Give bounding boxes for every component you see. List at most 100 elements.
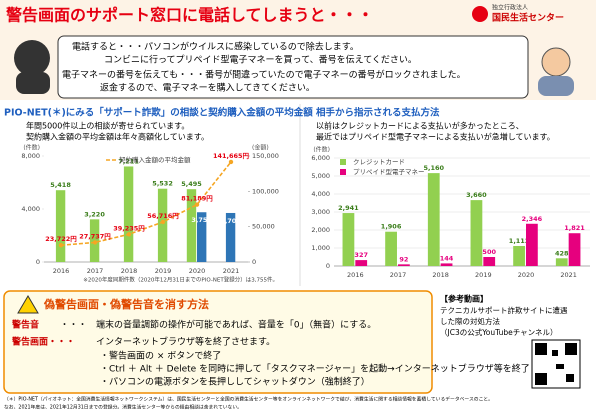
victim-icon [538, 47, 574, 96]
y2-tick-label: 100,000 [252, 187, 279, 195]
value-label: 1,821 [564, 224, 585, 232]
x-tick-label: 2021 [560, 271, 577, 279]
countermeasure-title: 偽警告画面・偽警告音を消す方法 [43, 297, 209, 311]
bar [555, 258, 568, 266]
line-point [228, 159, 234, 165]
sound-sep: ・・・ [60, 321, 87, 331]
value-label: 27,737円 [79, 232, 111, 240]
line-point [58, 243, 64, 248]
y-tick-label: 6,000 [311, 154, 330, 162]
chart-description: 以前はクレジットカードによる支払いが多かったところ、 [316, 121, 524, 131]
org-name: 国民生活センター [492, 12, 564, 24]
video-line: （JC3の公式YouTubeチャンネル） [440, 327, 558, 337]
legend-key [340, 159, 346, 165]
value-label: 3,755 [191, 216, 212, 224]
chart-description: 最近ではプリペイド型電子マネーによる支払いが急増しています。 [316, 132, 555, 142]
qr-code[interactable] [531, 339, 581, 389]
speech-bubble [57, 35, 529, 99]
y-tick-label: 0 [36, 258, 40, 266]
y-axis-title: (件数) [313, 146, 330, 154]
scenario-line: コンビニに行ってプリペイド型電子マネーを買って、番号を伝えてください。 [104, 54, 417, 66]
value-label: 5,160 [423, 164, 444, 172]
y2-tick-label: 0 [252, 258, 256, 266]
value-label: 23,722円 [45, 235, 77, 243]
y-tick-label: 4,000 [311, 190, 330, 198]
step: ・警告画面の × ボタンで終了 [100, 350, 221, 362]
legend-label: クレジットカード [353, 158, 405, 166]
value-label: 81,189円 [181, 195, 213, 203]
bar [186, 189, 197, 262]
bar [427, 173, 440, 266]
value-label: 7,211 [118, 157, 139, 165]
line-point [92, 240, 98, 245]
bar [440, 263, 453, 266]
value-label: 500 [482, 248, 496, 256]
chart-title: 相手から指示される支払方法 [316, 107, 440, 119]
value-label: 144 [440, 254, 454, 262]
plot-area [44, 156, 248, 262]
value-label: 141,665円 [213, 152, 250, 160]
step: ・Ctrl ＋ Alt ＋ Delete を同時に押して「タスクマネージャー」を… [100, 363, 530, 375]
value-label: 1,112 [509, 237, 530, 245]
bar [157, 188, 168, 262]
bar [568, 233, 581, 266]
value-label: 5,532 [152, 180, 173, 188]
org-small: 独立行政法人 [492, 4, 528, 12]
y2-tick-label: 150,000 [252, 152, 279, 160]
y-tick-label: 4,000 [21, 205, 40, 213]
screen-label: 警告画面・・・ [12, 336, 75, 348]
value-label: 327 [354, 251, 368, 259]
value-label: 3,660 [466, 191, 487, 199]
x-tick-label: 2018 [432, 271, 449, 279]
chart-note: ※2020年度同期件数（2020年12月31日までのPIO-NET登録分）は3,… [83, 276, 278, 284]
bar [355, 260, 368, 266]
value-label: 1,906 [381, 223, 402, 231]
x-tick-label: 2016 [347, 271, 364, 279]
x-tick-label: 2021 [223, 267, 240, 275]
bar [123, 166, 134, 262]
line-point [194, 202, 200, 207]
legend-label: プリペイド型電子マネー [353, 167, 425, 176]
y-tick-label: 3,000 [311, 208, 330, 216]
y-tick-label: 5,000 [311, 172, 330, 180]
chart-description: 契約購入金額の平均金額は年々高額化しています。 [26, 132, 209, 142]
logo-mark [472, 6, 488, 22]
y-axis-title: (件数) [23, 144, 40, 152]
countermeasure-box [3, 290, 433, 394]
value-label: 92 [399, 255, 408, 263]
value-label: 39,235円 [113, 224, 145, 232]
value-label: 428 [555, 249, 569, 257]
bar [342, 213, 355, 266]
x-tick-label: 2020 [189, 267, 206, 275]
x-tick-label: 2019 [475, 271, 492, 279]
bar [225, 212, 236, 262]
x-tick-label: 2019 [155, 267, 172, 275]
bar [483, 257, 496, 266]
bar [197, 212, 207, 262]
line [60, 161, 232, 247]
scenario-line: 返金するので、電子マネーを購入してきてください。 [100, 82, 315, 94]
line-point [160, 219, 166, 225]
footnote: なお、2021年度は、2021年12月31日までの登録分。消費生活センター等から… [4, 404, 242, 411]
step: ・パソコンの電源ボタンを長押ししてシャットダウン（強制終了） [100, 376, 370, 388]
bar [385, 231, 397, 266]
value-label: 3,220 [84, 210, 105, 218]
caller-icon [14, 40, 50, 94]
y-tick-label: 0 [326, 262, 330, 270]
video-line: テクニカルサポート詐欺サイトに遭遇 [440, 305, 568, 315]
scenario-line: 電話すると・・・パソコンがウイルスに感染しているので除去します。 [72, 41, 359, 53]
legend-key [340, 169, 346, 175]
video-title: 【参考動画】 [440, 294, 488, 304]
video-line: した際の対処方法 [440, 316, 500, 326]
x-tick-label: 2018 [121, 267, 138, 275]
value-label: 2,941 [338, 204, 359, 212]
y2-tick-label: 50,000 [252, 223, 275, 231]
chart-description: 年間5000件以上の相談が寄せられています。 [26, 121, 189, 131]
page-title: 警告画面のサポート窓口に電話してしまうと・・・ [5, 6, 374, 25]
line-point [126, 232, 132, 237]
value-label: 2,346 [522, 215, 543, 223]
x-tick-label: 2017 [390, 271, 407, 279]
y2-axis-title: (金額) [252, 144, 269, 152]
scenario-line: 電子マネーの番号を伝えても・・・番号が間違っていたので電子マネーの番号がロックさ… [62, 69, 466, 81]
